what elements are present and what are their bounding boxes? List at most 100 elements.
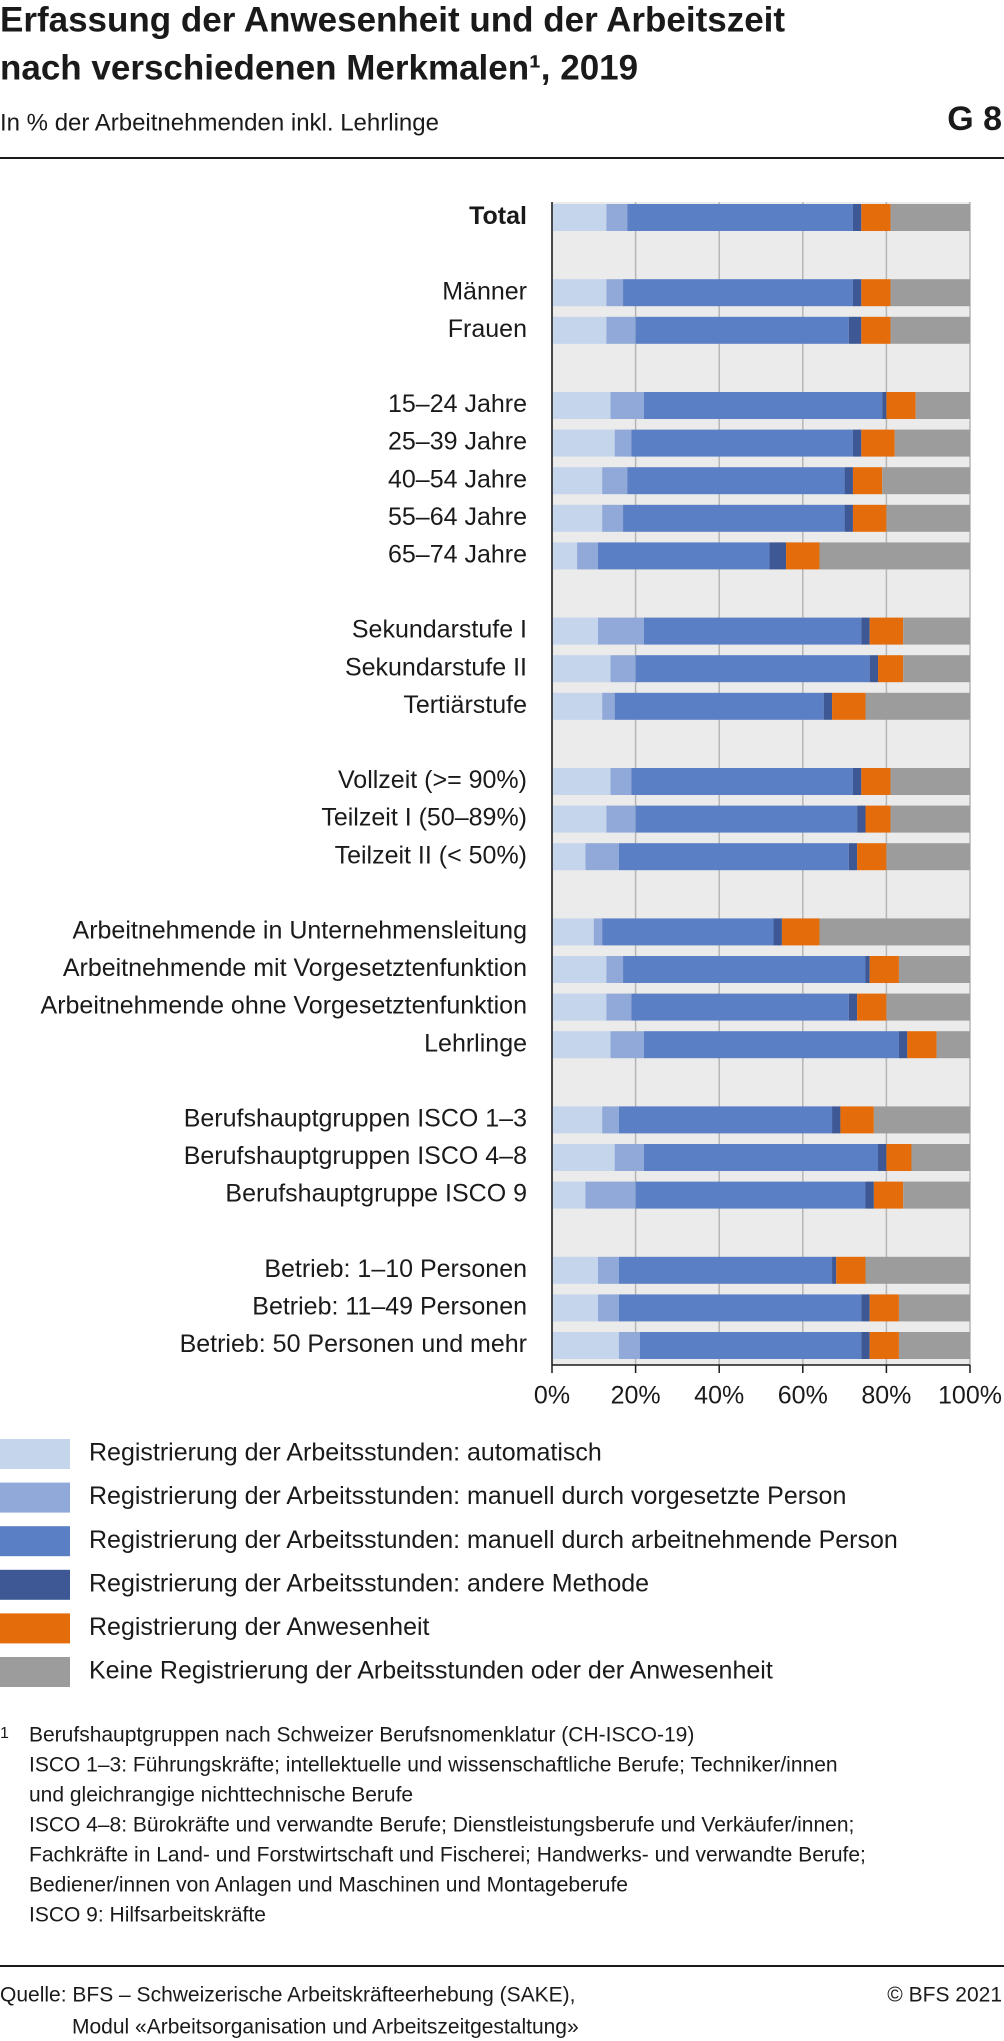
x-tick-label: 0% <box>534 1382 570 1410</box>
bar-segment <box>606 279 624 307</box>
bar-segment <box>865 1181 874 1209</box>
footnote-line: ISCO 9: Hilfsarbeitskräfte <box>29 1904 266 1927</box>
legend-label: Registrierung der Anwesenheit <box>89 1613 430 1641</box>
bar-segment <box>585 1181 636 1209</box>
bar-segment <box>890 204 970 231</box>
x-tick-label: 20% <box>611 1382 661 1410</box>
bar-segment <box>602 1106 619 1134</box>
bar-segment <box>643 1031 899 1059</box>
bar-segment <box>840 1106 874 1134</box>
bar-segment <box>861 768 891 795</box>
y-tick-label: Sekundarstufe II <box>345 653 527 681</box>
source: Quelle: BFS – Schweizerische Arbeitskräf… <box>0 1984 575 2007</box>
bar-segment <box>857 993 887 1021</box>
bar-segment <box>602 504 624 532</box>
bar-segment <box>848 843 858 871</box>
bar-segment <box>593 918 603 946</box>
bar-segment <box>857 805 866 833</box>
bar-segment <box>832 1256 837 1284</box>
bar-segment <box>606 956 624 983</box>
bar-segment <box>865 956 870 983</box>
bar-segment <box>890 279 970 307</box>
bar-segment <box>552 1256 598 1284</box>
bar-segment <box>781 918 820 946</box>
bar-segment <box>602 918 774 946</box>
bar-segment <box>836 1256 866 1284</box>
bar-segment <box>618 1332 640 1359</box>
bar-segment <box>873 1181 904 1209</box>
bar-segment <box>643 392 883 419</box>
y-tick-label: Teilzeit I (50–89%) <box>321 804 527 832</box>
bar-segment <box>890 805 970 833</box>
bar-segment <box>786 542 820 570</box>
title-line: Erfassung der Anwesenheit und der Arbeit… <box>0 0 785 39</box>
bar-segment <box>610 768 632 795</box>
y-tick-label: Arbeitnehmende in Unternehmensleitung <box>73 917 527 945</box>
bar-segment <box>552 504 603 532</box>
y-tick-label: Männer <box>442 277 527 305</box>
bar-segment <box>639 1332 862 1359</box>
legend-label: Keine Registrierung der Arbeitsstunden o… <box>89 1657 773 1685</box>
legend-label: Registrierung der Arbeitsstunden: automa… <box>89 1439 602 1467</box>
bar-segment <box>552 1106 603 1134</box>
bar-segment <box>552 956 607 983</box>
bar-segment <box>890 768 970 795</box>
bar-segment <box>911 1144 970 1171</box>
footnote-line: Fachkräfte in Land- und Forstwirtschaft … <box>29 1844 866 1867</box>
bar-segment <box>643 617 862 645</box>
bar-segment <box>869 1332 899 1359</box>
bar-segment <box>894 429 970 457</box>
bar-segment <box>886 504 970 532</box>
y-tick-label: Betrieb: 1–10 Personen <box>264 1255 527 1283</box>
bar-segment <box>552 1144 615 1171</box>
bar-segment <box>552 204 607 231</box>
bar-segment <box>602 692 615 720</box>
legend-swatch <box>0 1657 70 1687</box>
bar-segment <box>552 617 598 645</box>
bar-segment <box>623 504 845 532</box>
bar-segment <box>552 843 586 871</box>
bar-segment <box>552 1332 619 1359</box>
bar-segment <box>552 279 607 307</box>
bar-segment <box>886 392 916 419</box>
footnote-marker: 1 <box>0 1725 9 1742</box>
bar-segment <box>886 1144 912 1171</box>
bar-segment <box>852 429 862 457</box>
bar-segment <box>585 843 619 871</box>
bar-segment <box>869 956 899 983</box>
bar-segment <box>898 1294 970 1322</box>
legend-swatch <box>0 1482 70 1513</box>
legend-swatch <box>0 1526 70 1557</box>
bar-segment <box>865 805 891 833</box>
bar-segment <box>869 1294 899 1322</box>
y-tick-label: Frauen <box>448 315 527 343</box>
bar-segment <box>610 655 636 683</box>
bar-segment <box>597 617 644 645</box>
y-tick-label: Vollzeit (>= 90%) <box>338 766 527 794</box>
bar-segment <box>852 279 862 307</box>
y-tick-label: Total <box>469 202 527 230</box>
bar-segment <box>597 1256 619 1284</box>
bar-segment <box>936 1031 970 1059</box>
legend-label: Registrierung der Arbeitsstunden: andere… <box>89 1569 649 1597</box>
y-tick-label: Betrieb: 11–49 Personen <box>252 1293 527 1321</box>
bar-segment <box>878 655 904 683</box>
y-tick-label: Arbeitnehmende mit Vorgesetztenfunktion <box>63 954 527 982</box>
legend-swatch <box>0 1569 70 1600</box>
bar-segment <box>903 617 970 645</box>
bar-segment <box>631 768 853 795</box>
y-tick-label: Tertiärstufe <box>403 691 527 719</box>
bar-segment <box>552 805 607 833</box>
footnote-line: ISCO 1–3: Führungskräfte; intellektuelle… <box>29 1754 838 1777</box>
y-tick-label: 55–64 Jahre <box>388 503 527 531</box>
y-tick-label: 65–74 Jahre <box>388 541 527 569</box>
bar-segment <box>819 918 970 946</box>
bar-segment <box>861 1294 870 1322</box>
bar-segment <box>848 993 858 1021</box>
bar-segment <box>769 542 787 570</box>
y-tick-label: Berufshauptgruppen ISCO 4–8 <box>184 1142 527 1170</box>
bar-segment <box>903 1181 970 1209</box>
bar-segment <box>832 692 866 720</box>
bar-segment <box>614 1144 644 1171</box>
